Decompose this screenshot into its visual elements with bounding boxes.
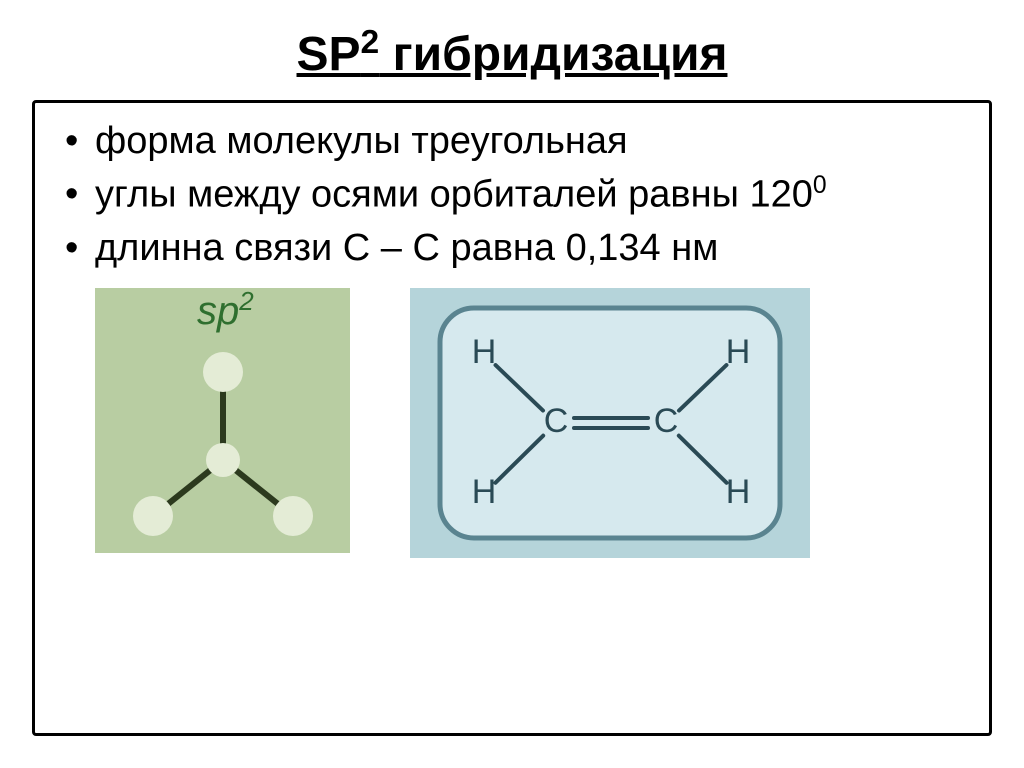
- bullet-list: форма молекулы треугольная углы между ос…: [55, 117, 969, 274]
- title-superscript: 2: [361, 24, 380, 61]
- svg-text:C: C: [544, 402, 569, 440]
- content-box: форма молекулы треугольная углы между ос…: [32, 100, 992, 736]
- title-suffix: гибридизация: [379, 28, 727, 81]
- bullet-text: углы между осями орбиталей равны 120: [95, 174, 813, 216]
- svg-text:H: H: [472, 333, 497, 371]
- page-title: SP2 гибридизация: [32, 24, 992, 82]
- bullet-text: форма молекулы треугольная: [95, 120, 628, 162]
- diagram-row: sp2 C C H H H H: [55, 288, 969, 563]
- ethylene-diagram: C C H H H H: [410, 288, 810, 563]
- sp2-geometry-diagram: sp2: [95, 288, 350, 558]
- bullet-item: форма молекулы треугольная: [55, 117, 969, 166]
- bullet-superscript: 0: [813, 172, 827, 199]
- bullet-text: длинна связи С – С равна 0,134 нм: [95, 227, 718, 269]
- bullet-item: углы между осями орбиталей равны 1200: [55, 170, 969, 220]
- sp2-geometry-svg: sp2: [95, 288, 350, 553]
- svg-text:H: H: [726, 473, 751, 511]
- svg-text:H: H: [472, 473, 497, 511]
- title-prefix: SP: [297, 28, 361, 81]
- bullet-item: длинна связи С – С равна 0,134 нм: [55, 224, 969, 273]
- svg-text:H: H: [726, 333, 751, 371]
- ethylene-svg: C C H H H H: [410, 288, 810, 558]
- svg-text:C: C: [654, 402, 679, 440]
